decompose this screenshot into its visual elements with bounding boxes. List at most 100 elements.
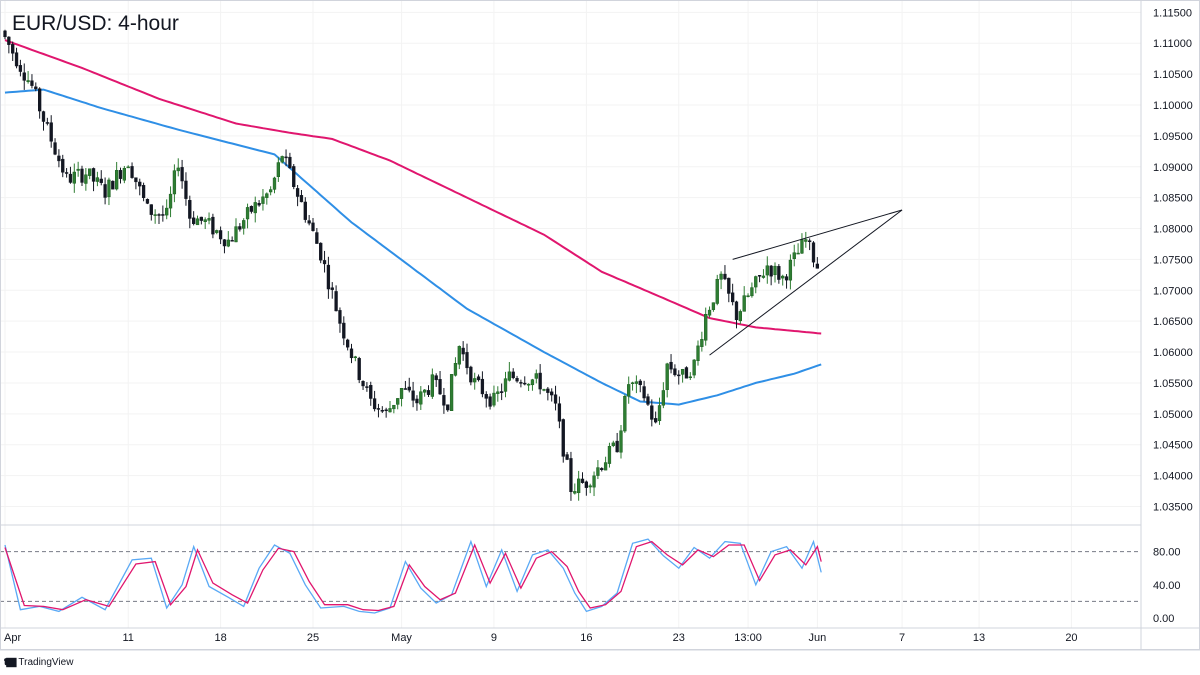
candle-body [126,166,130,169]
candle-body [523,382,527,385]
candle-body [419,391,423,405]
candle-body [288,156,292,169]
candle-body [646,396,650,405]
time-tick-label: 11 [122,632,133,644]
candle-body [172,170,177,195]
time-tick-label: 7 [899,632,905,644]
candle-body [372,398,377,410]
tradingview-watermark: 𝐭▇ TradingView [4,657,73,668]
time-tick-label: May [391,632,412,644]
candle-body [30,80,34,86]
candle-body [134,177,138,183]
candle-body [638,380,642,386]
stoch-d-line [4,540,822,612]
candle-body [257,203,261,206]
candle-body [757,275,762,277]
time-tick-label: 20 [1065,632,1077,644]
candle-body [346,339,350,348]
candle-body [461,347,465,355]
candle-body [322,260,327,265]
candle-body [230,240,234,242]
candle-body [138,181,142,187]
time-tick-label: 13:00 [734,632,762,644]
candle-body [692,359,696,376]
candle-body [473,378,477,383]
price-tick-label: 1.07000 [1153,285,1193,297]
candle-body [469,366,473,383]
candle-body [777,266,781,280]
tradingview-logo-icon: 𝐭▇ [4,657,16,668]
candle-body [530,379,535,386]
candle-body [199,216,203,221]
candle-body [596,467,600,476]
candle-body [634,381,639,384]
candle-body [292,166,296,187]
price-tick-label: 1.06500 [1153,316,1193,328]
candle-body [11,44,15,54]
candle-body [284,156,288,159]
candle-body [396,398,400,405]
price-tick-label: 1.09500 [1153,131,1193,143]
candle-body [811,242,816,263]
candle-body [238,226,242,230]
candle-body [245,207,250,220]
candle-body [688,376,692,379]
time-tick-label: Jun [808,632,826,644]
candle-body [519,382,523,384]
candle-body [488,396,492,407]
price-tick-label: 1.10000 [1153,100,1193,112]
candle-body [115,170,119,190]
candle-body [334,291,338,312]
price-tick-label: 1.11000 [1153,38,1192,50]
candle-body [600,468,604,470]
candle-body [22,72,26,81]
candle-body [269,189,273,193]
candle-body [353,356,358,358]
candle-body [765,265,769,276]
wedge-upper-line [732,209,903,260]
candle-body [457,346,461,365]
candle-body [188,200,192,219]
candle-body [157,214,161,216]
candle-body [91,168,96,182]
candle-body [411,390,415,401]
stoch-k-line [4,538,822,614]
candle-body [804,239,808,242]
candle-body [122,167,126,181]
candle-body [14,52,19,67]
candle-body [107,179,111,198]
candle-body [584,481,589,488]
time-axis: Apr 11 18 25 May 9 16 23 13:00 Jun 7 13 20 [4,632,1078,644]
price-tick-label: 1.04000 [1153,471,1193,483]
candle-body [526,383,531,386]
candle-body [449,374,454,411]
candle-body [476,376,481,381]
candle-body [88,168,92,176]
candle-body [41,111,46,122]
candle-body [723,273,727,280]
candle-body [796,252,800,255]
price-axis: 1.11500 1.11000 1.10500 1.10000 1.09500 1.090… [1153,7,1193,513]
candle-body [203,219,207,222]
candle-body [242,220,246,229]
candle-body [295,188,300,197]
candle-body [326,264,331,290]
candle-body [588,485,592,488]
chart-title: EUR/USD: 4-hour [12,12,179,35]
candle-body [781,275,785,279]
candle-body [484,394,488,399]
candle-body [446,404,450,411]
time-tick-label: 18 [214,632,226,644]
candle-body [615,440,619,453]
candle-body [800,239,804,254]
candlesticks [3,29,820,501]
candle-body [557,403,562,422]
candle-body [580,478,585,483]
candle-body [349,348,354,359]
candle-body [161,214,165,216]
candle-body [211,216,215,235]
candle-body [423,389,427,393]
time-tick-label: 16 [580,632,592,644]
candle-body [176,167,180,172]
candle-body [380,410,384,412]
